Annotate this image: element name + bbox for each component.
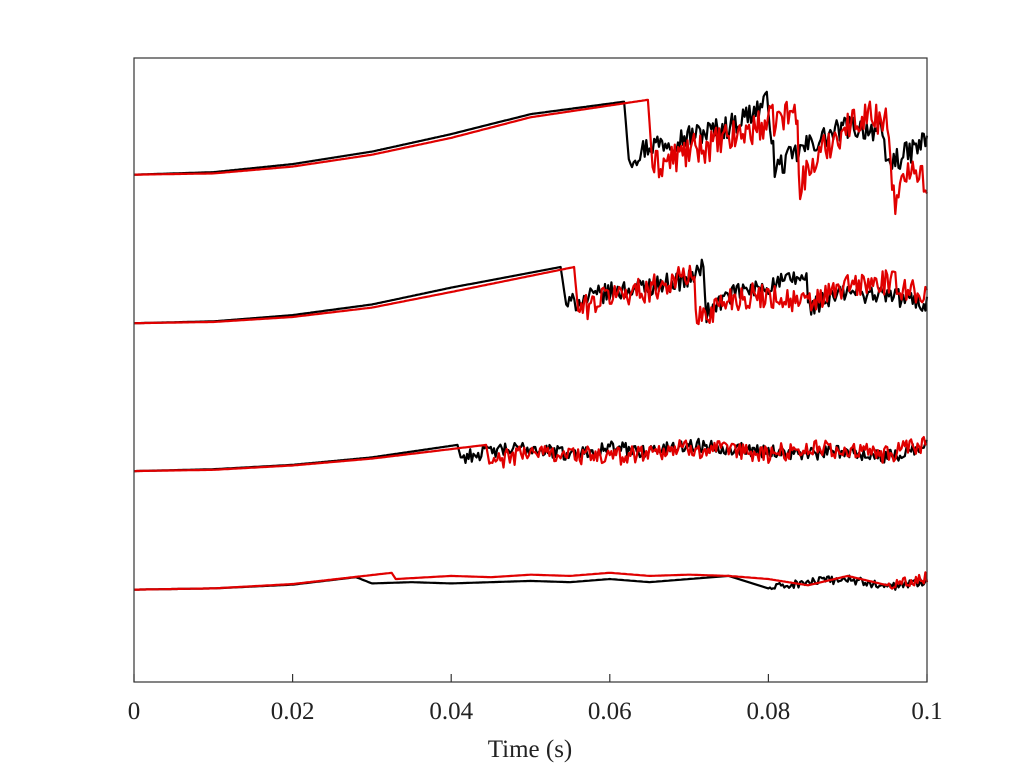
- series-line-2: [134, 98, 928, 216]
- x-tick-label: 0.06: [588, 698, 632, 725]
- series-line-1: [133, 90, 929, 179]
- series-line-4: [134, 264, 928, 326]
- series-line-7: [134, 574, 928, 591]
- series-line-8: [134, 571, 929, 591]
- plot-frame: [133, 57, 928, 683]
- x-tick-label: 0.02: [271, 698, 315, 725]
- series-line-6: [134, 436, 928, 473]
- x-axis-ticks: 0 0.02 0.04 0.06 0.08 0.1: [128, 674, 943, 725]
- series-layer: [133, 90, 929, 591]
- series-line-3: [134, 258, 929, 325]
- x-tick-label: 0.04: [429, 698, 473, 725]
- x-tick-label: 0.08: [747, 698, 791, 725]
- x-tick-label: 0: [128, 698, 141, 725]
- x-tick-label: 0.1: [911, 698, 942, 725]
- x-axis-title: Time (s): [488, 736, 573, 763]
